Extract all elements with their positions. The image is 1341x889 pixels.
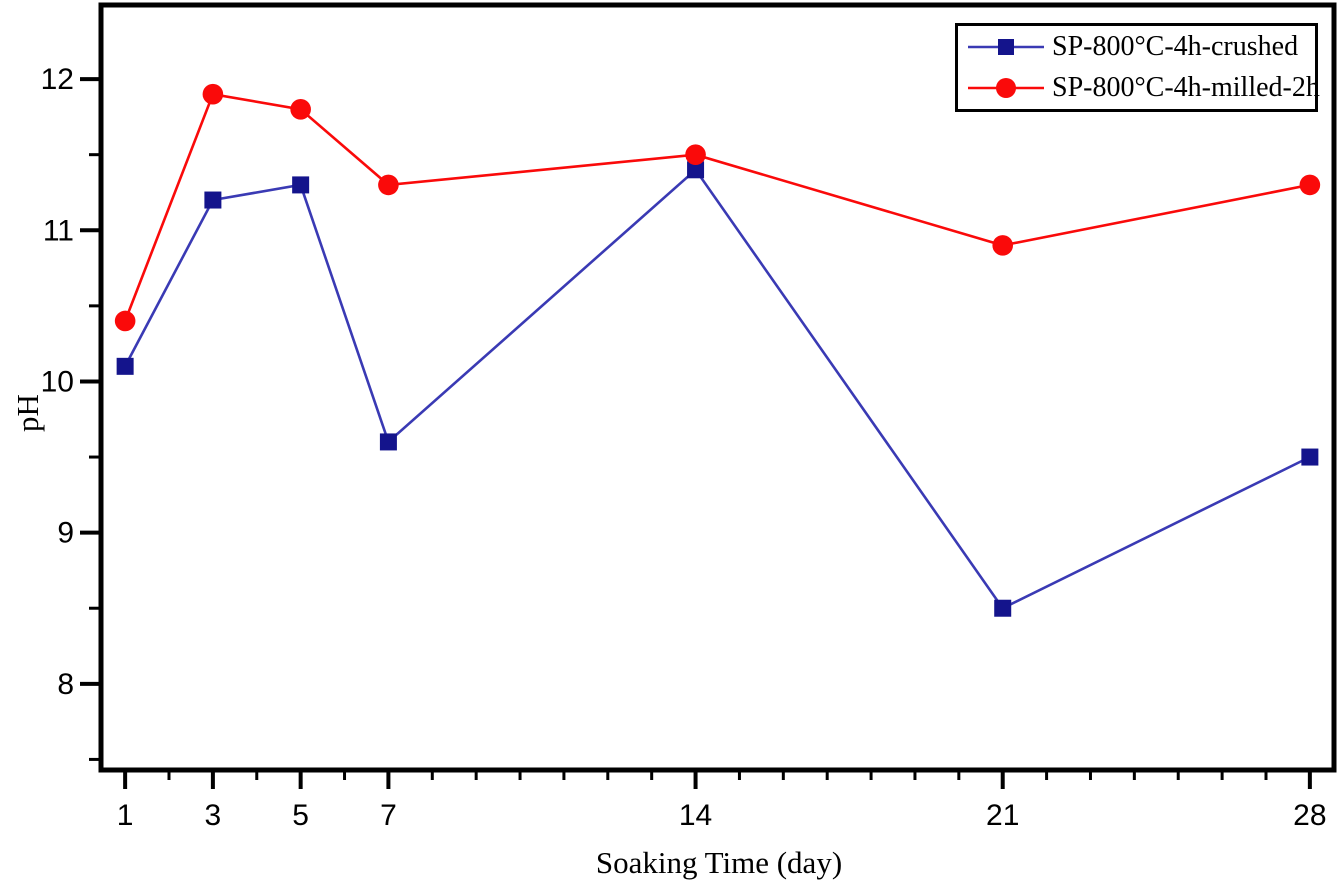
data-point-circle-1 <box>290 99 311 120</box>
legend-sample-square-icon <box>968 38 1044 55</box>
data-point-circle-1 <box>378 174 399 196</box>
data-point-circle-1 <box>114 310 136 332</box>
legend-item-milled: SP-800°C-4h-milled-2h <box>958 68 1320 109</box>
data-point-square-0 <box>687 161 705 179</box>
x-tick-label: 28 <box>1293 799 1326 832</box>
data-point-circle-1 <box>1299 174 1321 196</box>
x-tick-label: 7 <box>380 799 397 832</box>
x-tick-label: 14 <box>679 799 712 832</box>
series-line-0 <box>123 167 1311 610</box>
x-tick-label: 1 <box>117 799 134 832</box>
data-point-square-0 <box>204 191 222 209</box>
data-point-square-0 <box>1301 448 1319 466</box>
legend-label-milled: SP-800°C-4h-milled-2h <box>1052 72 1320 104</box>
legend-label-crushed: SP-800°C-4h-crushed <box>1052 30 1299 62</box>
plot-frame <box>98 2 1337 773</box>
y-axis-title: pH <box>10 394 45 432</box>
legend: SP-800°C-4h-crushed SP-800°C-4h-milled-2… <box>955 23 1320 112</box>
data-point-circle-1 <box>992 235 1014 256</box>
y-tick-label: 9 <box>57 517 74 550</box>
data-point-circle-1 <box>685 144 706 165</box>
data-point-circle-1 <box>202 83 224 105</box>
legend-sample-circle-icon <box>968 78 1044 99</box>
data-point-square-0 <box>994 599 1012 617</box>
y-tick-label: 8 <box>57 668 74 701</box>
x-tick-label: 5 <box>292 799 309 832</box>
data-point-square-0 <box>292 176 310 194</box>
series-line-1 <box>123 92 1311 322</box>
y-tick-label: 11 <box>43 214 74 247</box>
y-tick-label: 10 <box>41 365 74 398</box>
x-tick-label: 21 <box>986 799 1019 832</box>
y-tick-label: 12 <box>41 63 74 96</box>
data-point-square-0 <box>379 433 397 451</box>
x-tick-label: 3 <box>205 799 222 832</box>
legend-item-crushed: SP-800°C-4h-crushed <box>958 26 1315 67</box>
x-axis-title: Soaking Time (day) <box>595 845 843 880</box>
data-point-square-0 <box>116 357 134 375</box>
